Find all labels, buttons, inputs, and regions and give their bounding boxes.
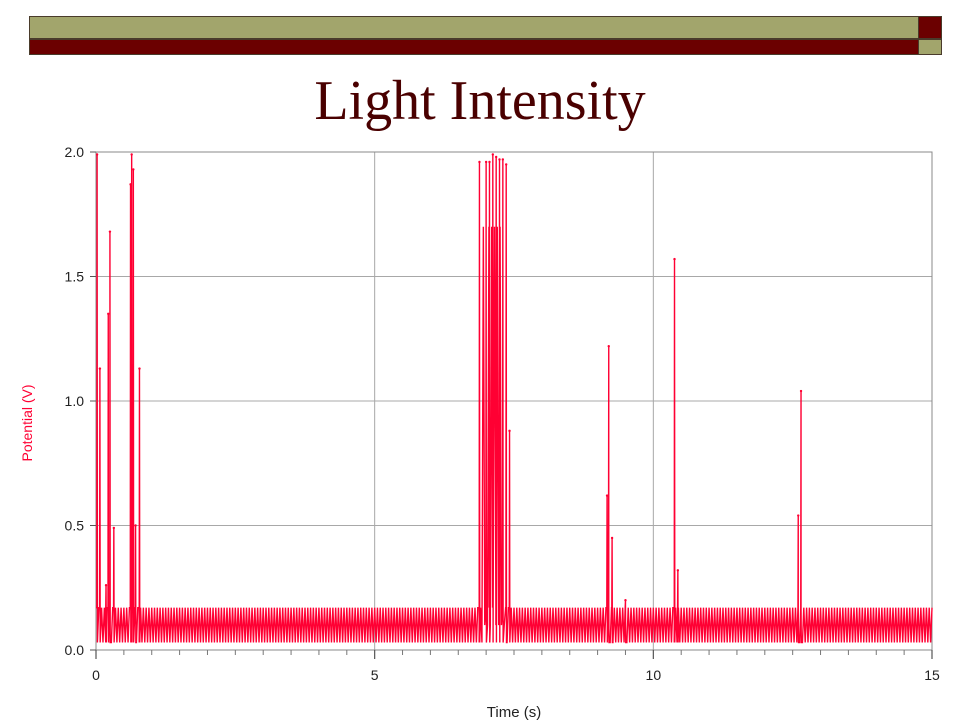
data-point bbox=[491, 153, 495, 156]
data-point bbox=[673, 257, 676, 261]
data-point bbox=[478, 160, 481, 164]
axes bbox=[90, 151, 933, 659]
data-point bbox=[501, 158, 505, 161]
series-layer bbox=[95, 153, 933, 644]
y-tick-label: 1.0 bbox=[65, 393, 85, 409]
x-tick-label: 0 bbox=[92, 667, 100, 683]
light-intensity-chart: Time (s) Potential (V) 0 5 10 15 0.0 0.5 1.0 1.… bbox=[0, 136, 960, 720]
data-point bbox=[130, 153, 133, 156]
data-point bbox=[676, 569, 680, 572]
data-point bbox=[610, 536, 614, 540]
slide-title: Light Intensity bbox=[314, 70, 646, 132]
data-point bbox=[488, 160, 491, 164]
data-point bbox=[498, 158, 501, 161]
chart-svg: Time (s) Potential (V) 0 5 10 15 0.0 0.5 1.0 1.… bbox=[8, 138, 952, 720]
data-point bbox=[799, 389, 803, 393]
x-tick-label: 15 bbox=[924, 667, 940, 683]
data-point bbox=[484, 160, 488, 164]
data-point bbox=[494, 155, 498, 159]
header-band-maroon bbox=[29, 39, 919, 55]
axis-labels: Time (s) Potential (V) 0 5 10 15 0.0 0.5 1.0 1.… bbox=[19, 144, 940, 720]
data-point bbox=[797, 514, 800, 517]
data-point bbox=[107, 312, 110, 316]
header-square-maroon bbox=[918, 16, 942, 39]
data-point bbox=[129, 183, 132, 186]
y-tick-label: 1.5 bbox=[65, 269, 85, 285]
data-point bbox=[132, 168, 135, 171]
data-point bbox=[104, 584, 108, 587]
y-tick-label: 0.0 bbox=[65, 642, 85, 658]
data-point bbox=[505, 163, 508, 166]
x-axis-label: Time (s) bbox=[487, 704, 541, 720]
data-point bbox=[138, 367, 141, 370]
y-tick-label: 0.5 bbox=[65, 518, 85, 534]
data-point bbox=[508, 429, 511, 433]
data-point bbox=[624, 599, 627, 602]
data-point bbox=[95, 153, 99, 156]
data-point bbox=[605, 494, 609, 497]
x-tick-label: 10 bbox=[646, 667, 662, 683]
header-square-olive bbox=[918, 39, 942, 55]
data-point bbox=[108, 230, 112, 233]
y-tick-label: 2.0 bbox=[65, 144, 85, 160]
data-point bbox=[112, 526, 116, 530]
data-point bbox=[98, 367, 102, 370]
data-point bbox=[134, 524, 137, 527]
data-point bbox=[607, 345, 610, 348]
header-band-olive bbox=[29, 16, 919, 39]
grid-lines bbox=[96, 152, 932, 650]
x-tick-label: 5 bbox=[371, 667, 379, 683]
y-axis-label: Potential (V) bbox=[19, 384, 35, 461]
